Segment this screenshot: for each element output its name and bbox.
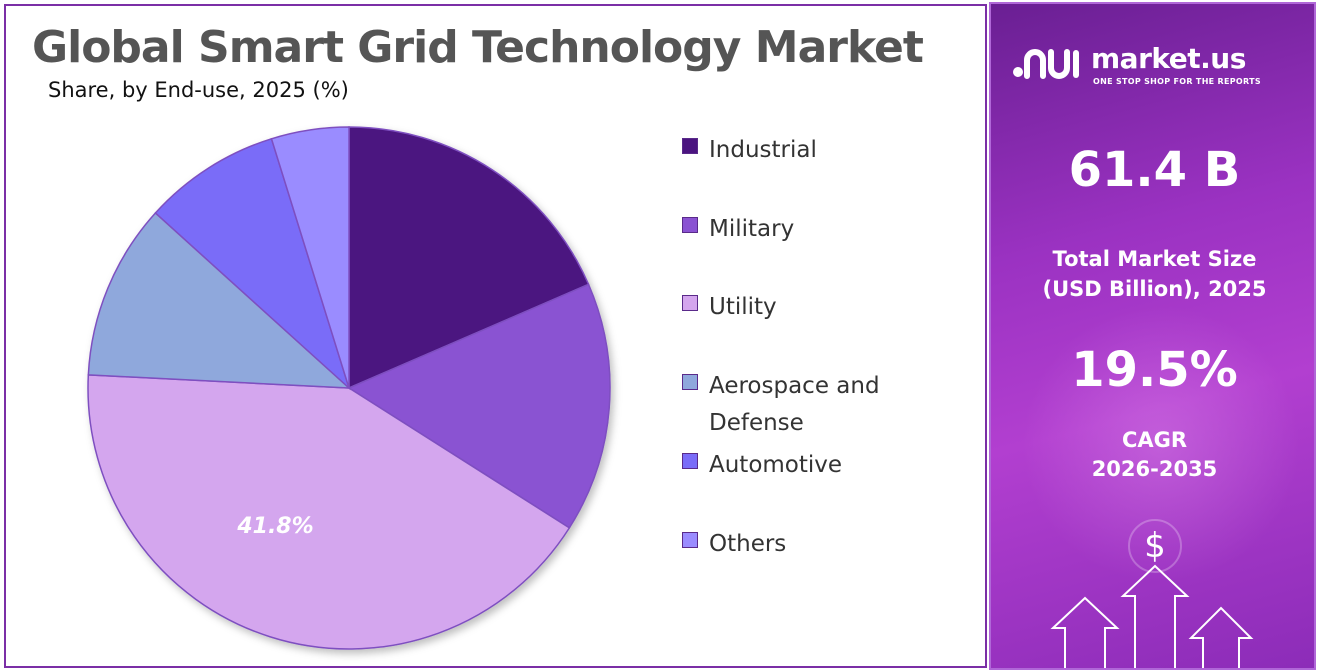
brand-tagline: ONE STOP SHOP FOR THE REPORTS: [1093, 77, 1261, 86]
background-glow: [1021, 304, 1301, 584]
pie-slice-others: [270, 126, 350, 389]
market-size-value: 61.4 B: [1068, 142, 1241, 198]
summary-panel: market.us ONE STOP SHOP FOR THE REPORTS …: [989, 2, 1316, 670]
market-size-label-line2: (USD Billion), 2025: [1042, 277, 1267, 301]
cagr-label-line2: 2026-2035: [1091, 457, 1218, 481]
legend-label: Aerospace and Defense: [709, 373, 880, 436]
data-label-utility: 41.8%: [236, 514, 313, 539]
brand-logo: market.us ONE STOP SHOP FOR THE REPORTS: [1011, 42, 1301, 92]
cagr-label-line1: CAGR: [1121, 428, 1188, 452]
legend-label: Others: [709, 531, 787, 557]
brand-name: market.us: [1091, 42, 1246, 75]
legend-swatch: [682, 453, 698, 469]
dollar-sign: $: [1144, 526, 1166, 566]
chart-title: Global Smart Grid Technology Market: [32, 22, 924, 73]
legend-label: Utility: [709, 294, 777, 320]
legend-swatch: [682, 295, 698, 311]
pie-slice-utility: [87, 374, 571, 650]
cagr-value: 19.5%: [1071, 342, 1238, 398]
legend-swatch: [682, 374, 698, 390]
market-us-logo-icon: [1013, 49, 1079, 79]
legend-swatch: [682, 532, 698, 548]
growth-arrows-icon: $: [1050, 519, 1254, 668]
legend-swatch: [682, 217, 698, 233]
pie-slice-aerospace-and-defense: [87, 211, 352, 389]
legend-label: Industrial: [709, 137, 817, 163]
market-size-label-line1: Total Market Size: [1052, 247, 1257, 271]
pie-slice-industrial: [348, 126, 590, 390]
chart-panel: 41.8% Global Smart Grid Technology Marke…: [4, 4, 987, 668]
legend-label: Automotive: [709, 452, 843, 478]
pie-slice-military: [347, 283, 611, 529]
legend-swatch: [682, 138, 698, 154]
legend-label: Military: [709, 216, 795, 242]
pie-chart: 41.8%: [87, 126, 611, 650]
pie-slice-automotive: [154, 137, 351, 391]
chart-subtitle: Share, by End-use, 2025 (%): [48, 78, 349, 102]
